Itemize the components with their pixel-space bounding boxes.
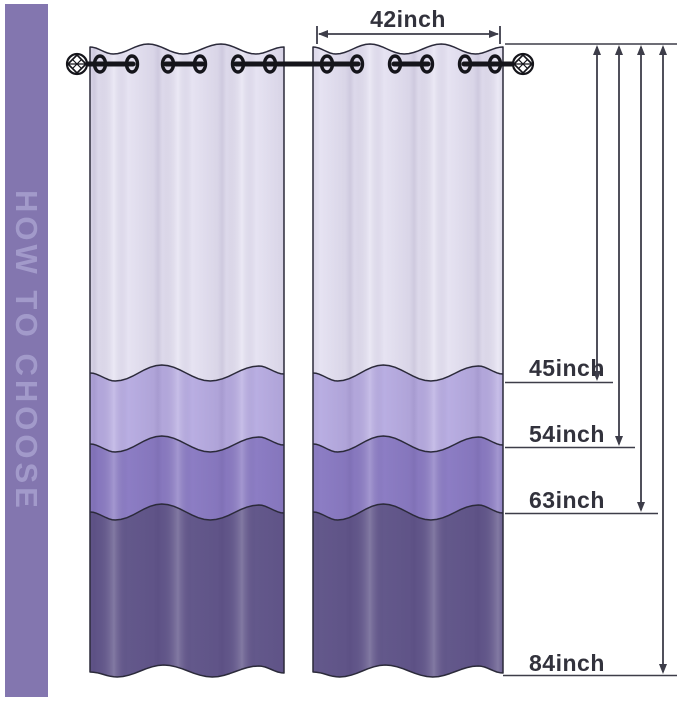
grommet-ring-icon <box>124 54 140 74</box>
length-dimension-label-45: 45inch <box>529 355 605 381</box>
rod-finial-icon <box>507 52 535 76</box>
grommet-ring-icon <box>230 54 246 74</box>
grommet-ring-icon <box>457 54 473 74</box>
length-dimension-label-84: 84inch <box>529 650 605 676</box>
grommet-ring-icon <box>262 54 278 74</box>
width-dimension-label: 42inch <box>370 6 446 32</box>
length-arrow-84 <box>503 45 677 677</box>
grommet-ring-icon <box>487 54 503 74</box>
rod-finial-icon <box>65 52 93 76</box>
grommet-ring-icon <box>92 54 108 74</box>
length-arrow-63 <box>505 45 658 515</box>
dimension-lines <box>316 26 677 677</box>
width-arrow <box>316 26 501 44</box>
curtain-panel-1 <box>89 43 285 678</box>
length-dimension-label-63: 63inch <box>529 487 605 513</box>
sidebar-title: HOW TO CHOOSE <box>9 190 44 512</box>
grommet-ring-icon <box>319 54 335 74</box>
grommet-ring-icon <box>387 54 403 74</box>
grommet-ring-icon <box>192 54 208 74</box>
length-arrow-54 <box>505 45 635 449</box>
grommet-ring-icon <box>349 54 365 74</box>
curtain-panel-2 <box>312 43 504 678</box>
sidebar-banner: HOW TO CHOOSE <box>5 4 48 697</box>
curtain-rod <box>65 52 535 76</box>
grommet-ring-icon <box>419 54 435 74</box>
length-arrow-45 <box>505 45 613 384</box>
length-dimension-label-54: 54inch <box>529 421 605 447</box>
grommet-ring-icon <box>160 54 176 74</box>
